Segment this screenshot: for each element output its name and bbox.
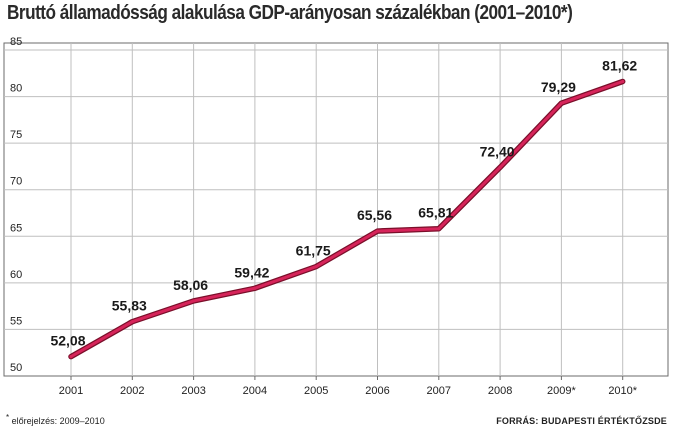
series-line: [68, 78, 626, 360]
data-point: [253, 286, 257, 290]
data-labels: 52,08 55,83 58,06 59,42 61,75 65,56 65,81 72,40…: [50, 57, 637, 348]
y-tick-label: 50: [10, 362, 22, 374]
y-tick-label: 75: [10, 129, 22, 141]
data-point: [375, 229, 380, 233]
x-tick-label: 2006: [365, 385, 389, 397]
y-axis-ticks: 50 55 60 65 70 75 80 85: [10, 36, 22, 374]
data-point: [498, 165, 502, 169]
y-tick-label: 65: [10, 222, 22, 234]
data-point: [69, 355, 73, 359]
data-label: 52,08: [50, 333, 85, 349]
x-tick-label: 2009*: [547, 385, 576, 397]
data-label: 55,83: [112, 298, 147, 314]
x-tick-label: 2003: [181, 385, 205, 397]
data-point: [621, 79, 625, 84]
footnote: * előrejelzés: 2009–2010: [6, 413, 105, 426]
grid-lines: [3, 42, 669, 380]
x-tick-label: 2005: [304, 385, 328, 397]
data-label: 72,40: [480, 143, 515, 159]
x-axis-ticks: 2001 2002 2003 2004 2005 2006 2007 2008 2009* 201…: [59, 385, 638, 397]
x-tick-label: 2001: [59, 385, 83, 397]
chart-title: Bruttó államadósság alakulása GDP-arányo…: [7, 2, 573, 24]
footnote-text: előrejelzés: 2009–2010: [9, 416, 105, 426]
data-label: 65,81: [418, 205, 453, 221]
y-tick-label: 80: [10, 83, 22, 95]
x-tick-label: 2008: [488, 385, 512, 397]
data-point: [559, 101, 564, 105]
series-line-path: [69, 79, 625, 359]
y-tick-label: 55: [10, 315, 22, 327]
data-label: 58,06: [173, 277, 208, 293]
y-tick-label: 70: [10, 176, 22, 188]
x-tick-label: 2010*: [608, 385, 637, 397]
x-tick-label: 2004: [243, 385, 267, 397]
x-tick-label: 2007: [427, 385, 451, 397]
data-label: 61,75: [296, 243, 331, 259]
data-label: 79,29: [541, 79, 576, 95]
x-tick-label: 2002: [120, 385, 144, 397]
data-label: 81,62: [602, 57, 637, 73]
source-credit: FORRÁS: BUDAPESTI ÉRTÉKTŐZSDE: [496, 416, 667, 426]
footnote-marker: *: [6, 413, 10, 422]
data-point: [437, 227, 441, 231]
data-label: 59,42: [234, 264, 269, 280]
data-point: [130, 320, 134, 324]
data-label: 65,56: [357, 207, 392, 223]
data-point: [192, 299, 196, 303]
data-point: [314, 264, 318, 269]
plot-frame: [3, 42, 669, 377]
y-tick-label: 60: [10, 269, 22, 281]
y-tick-label: 85: [10, 36, 22, 48]
